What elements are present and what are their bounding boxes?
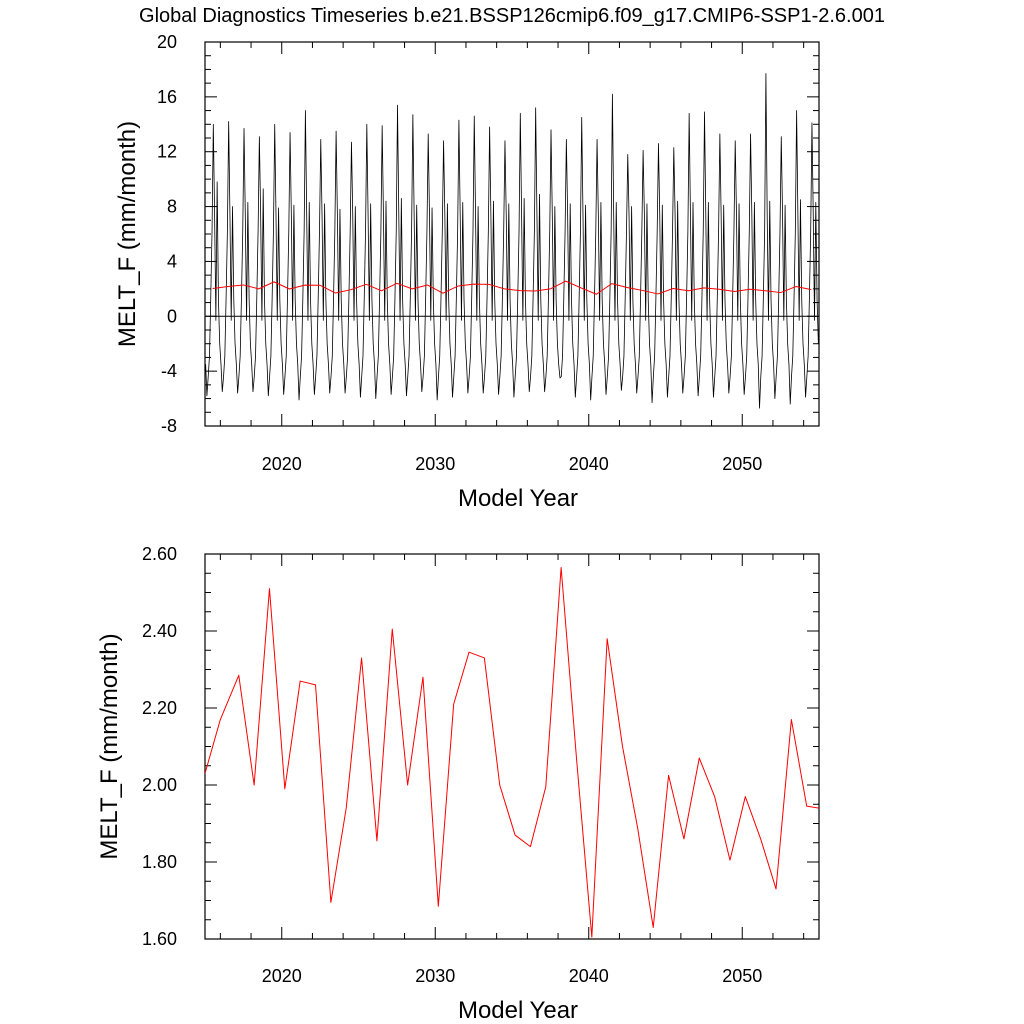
series-line-annual-mean [205, 566, 819, 938]
x-axis-label: Model Year [458, 997, 578, 1024]
y-axis-label: MELT_F (mm/month) [114, 121, 141, 347]
x-tick-label: 2020 [262, 966, 302, 986]
y-tick-label: -4 [161, 361, 177, 381]
y-tick-label: 2.60 [142, 544, 177, 564]
x-tick-label: 2040 [569, 966, 609, 986]
x-tick-label: 2030 [415, 454, 455, 474]
y-tick-label: 0 [167, 306, 177, 326]
x-axis-label: Model Year [458, 485, 578, 512]
x-tick-label: 2050 [722, 454, 762, 474]
chart-panel-bottom: 1.60 1.80 2.00 2.20 2.40 2.60 2020 2030 2040 2050… [96, 544, 820, 1024]
y-tick-label: 20 [157, 32, 177, 52]
y-axis-label: MELT_F (mm/month) [96, 633, 123, 859]
y-tick-label: 1.80 [142, 852, 177, 872]
y-tick-label: 16 [157, 87, 177, 107]
x-tick-label: 2030 [415, 966, 455, 986]
y-tick-label: 4 [167, 251, 177, 271]
y-tick-label: 2.20 [142, 698, 177, 718]
y-tick-label: 2.00 [142, 775, 177, 795]
figure-title: Global Diagnostics Timeseries b.e21.BSSP… [139, 5, 885, 27]
y-tick-label: 1.60 [142, 929, 177, 949]
y-tick-label: 8 [167, 197, 177, 217]
plot-frame [204, 553, 820, 940]
plot-frame [204, 41, 820, 427]
y-tick-label: -8 [161, 416, 177, 436]
y-tick-label: 2.40 [142, 621, 177, 641]
x-tick-label: 2050 [722, 966, 762, 986]
y-tick-label: 12 [157, 142, 177, 162]
x-tick-label: 2020 [262, 454, 302, 474]
series-line-annual-mean [212, 280, 812, 295]
x-tick-label: 2040 [569, 454, 609, 474]
series-line-monthly [205, 73, 819, 409]
